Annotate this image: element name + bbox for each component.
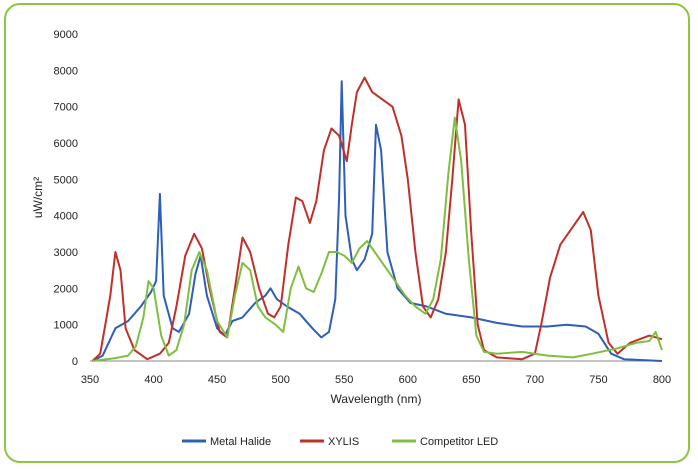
legend-label: Competitor LED: [420, 436, 498, 448]
y-axis-ticks: 0 1000 2000 3000 4000 5000 6000 7000 8000 9000: [54, 29, 78, 368]
y-tick-label: 0: [72, 356, 78, 368]
y-tick-label: 9000: [54, 29, 78, 41]
legend-label: Metal Halide: [210, 436, 271, 448]
x-tick-label: 550: [335, 374, 353, 386]
y-tick-label: 7000: [54, 102, 78, 114]
x-tick-label: 350: [81, 374, 99, 386]
x-tick-label: 450: [208, 374, 226, 386]
x-axis-ticks: 350 400 450 500 550 600 650 700 750 800: [81, 374, 671, 386]
series-line-competitor-led: [92, 116, 663, 362]
y-tick-label: 2000: [54, 283, 78, 295]
y-tick-label: 5000: [54, 174, 78, 186]
x-tick-label: 700: [526, 374, 544, 386]
y-tick-label: 1000: [54, 320, 78, 332]
x-axis-title: Wavelength (nm): [331, 392, 422, 406]
series-line-metal-halide: [92, 80, 663, 362]
y-tick-label: 8000: [54, 65, 78, 77]
series-line-xylis: [91, 76, 663, 362]
legend-label: XYLIS: [328, 436, 359, 448]
y-axis-title: uW/cm²: [31, 177, 45, 218]
x-tick-label: 500: [271, 374, 289, 386]
y-tick-label: 6000: [54, 138, 78, 150]
y-tick-label: 3000: [54, 247, 78, 259]
series-lines: [91, 76, 663, 362]
x-tick-label: 650: [462, 374, 480, 386]
x-tick-label: 600: [399, 374, 417, 386]
x-tick-label: 400: [144, 374, 162, 386]
y-tick-label: 4000: [54, 211, 78, 223]
legend: Metal Halide XYLIS Competitor LED: [182, 436, 498, 448]
x-tick-label: 750: [589, 374, 607, 386]
x-tick-label: 800: [653, 374, 671, 386]
